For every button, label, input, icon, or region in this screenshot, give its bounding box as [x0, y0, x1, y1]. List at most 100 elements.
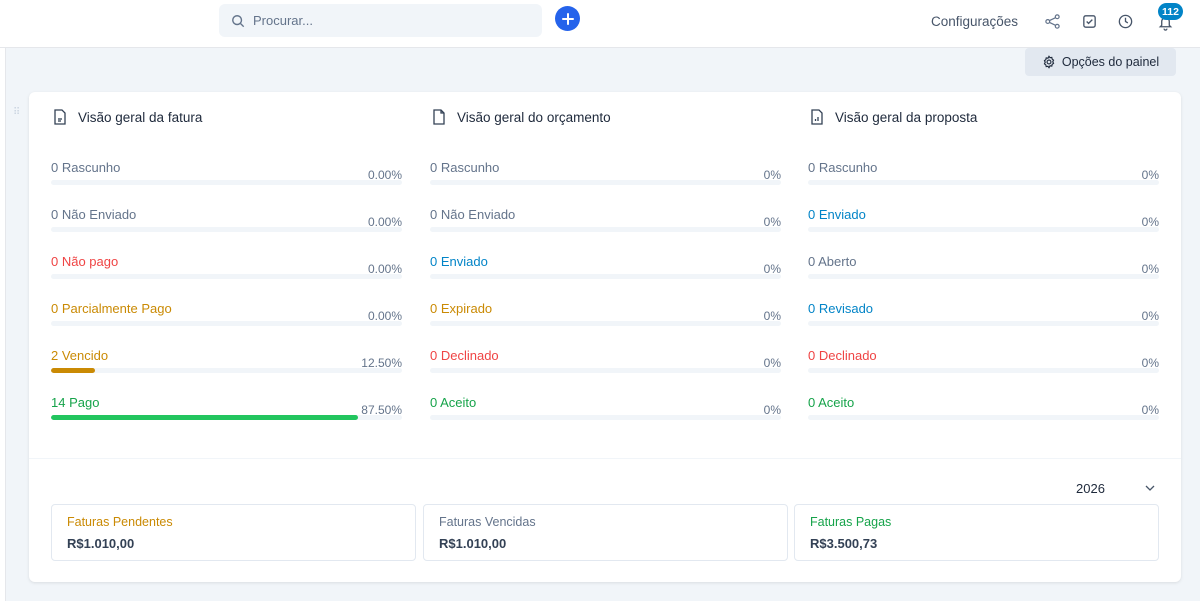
status-percent: 0% — [1141, 168, 1159, 182]
status-label: 0 Aceito — [430, 395, 477, 410]
status-label: 0 Revisado — [808, 301, 874, 316]
stat-card-paid: Faturas Pagas R$3.500,73 — [794, 504, 1159, 561]
estimate-overview-header: Visão geral do orçamento — [430, 108, 611, 126]
progress-bar — [51, 368, 402, 373]
progress-fill — [51, 415, 359, 420]
status-label: 14 Pago — [51, 395, 100, 410]
status-row[interactable]: 0 Enviado 0% — [808, 207, 1159, 254]
status-row[interactable]: 0 Rascunho 0.00% — [51, 160, 402, 207]
progress-bar — [808, 415, 1159, 420]
status-row[interactable]: 0 Rascunho 0% — [430, 160, 781, 207]
plus-icon — [561, 12, 574, 25]
status-label: 0 Aceito — [808, 395, 855, 410]
progress-bar — [51, 274, 402, 279]
progress-bar — [430, 368, 781, 373]
dashboard-options-label: Opções do painel — [1061, 55, 1160, 69]
status-row[interactable]: 0 Enviado 0% — [430, 254, 781, 301]
checkbox-icon — [1082, 14, 1096, 28]
status-row[interactable]: 2 Vencido 12.50% — [51, 348, 402, 395]
progress-fill — [51, 368, 95, 373]
status-label: 0 Parcialmente Pago — [51, 301, 172, 316]
status-row[interactable]: 0 Declinado 0% — [430, 348, 781, 395]
search-input[interactable] — [253, 13, 533, 28]
status-row[interactable]: 0 Rascunho 0% — [808, 160, 1159, 207]
stat-card-overdue: Faturas Vencidas R$1.010,00 — [423, 504, 788, 561]
progress-bar — [808, 274, 1159, 279]
status-percent: 0.00% — [367, 168, 402, 182]
invoice-overview-title: Visão geral da fatura — [78, 109, 203, 125]
quick-add-button[interactable] — [555, 6, 580, 31]
status-percent: 12.50% — [361, 356, 402, 370]
progress-bar — [808, 227, 1159, 232]
status-percent: 0.00% — [367, 309, 402, 323]
progress-bar — [808, 321, 1159, 326]
stat-title: Faturas Vencidas — [439, 515, 536, 529]
progress-bar — [430, 180, 781, 185]
estimate-icon — [433, 109, 445, 125]
status-row[interactable]: 0 Aceito 0% — [430, 395, 781, 442]
stat-value: R$1.010,00 — [67, 536, 135, 551]
invoice-overview-header: Visão geral da fatura — [51, 108, 202, 126]
sidebar-edge — [0, 48, 6, 601]
status-label: 0 Declinado — [808, 348, 877, 363]
status-percent: 0% — [763, 356, 781, 370]
stat-value: R$1.010,00 — [439, 536, 507, 551]
progress-bar — [430, 274, 781, 279]
tasks-button[interactable] — [1079, 11, 1099, 31]
status-row[interactable]: 0 Expirado 0% — [430, 301, 781, 348]
status-row[interactable]: 0 Não Enviado 0.00% — [51, 207, 402, 254]
status-row[interactable]: 0 Declinado 0% — [808, 348, 1159, 395]
status-percent: 0% — [1141, 356, 1159, 370]
status-percent: 0% — [1141, 309, 1159, 323]
progress-bar — [430, 227, 781, 232]
progress-bar — [51, 321, 402, 326]
status-row[interactable]: 0 Aberto 0% — [808, 254, 1159, 301]
status-percent: 0% — [763, 262, 781, 276]
gear-icon — [1043, 55, 1055, 69]
chevron-down-icon[interactable] — [1143, 481, 1157, 495]
status-row[interactable]: 14 Pago 87.50% — [51, 395, 402, 442]
share-button[interactable] — [1042, 11, 1062, 31]
year-select[interactable]: 2026 — [1076, 481, 1105, 496]
proposal-overview-header: Visão geral da proposta — [808, 108, 977, 126]
progress-bar — [430, 415, 781, 420]
progress-bar — [808, 180, 1159, 185]
search-box[interactable] — [219, 4, 542, 37]
clock-icon — [1118, 14, 1132, 28]
status-row[interactable]: 0 Parcialmente Pago 0.00% — [51, 301, 402, 348]
status-row[interactable]: 0 Revisado 0% — [808, 301, 1159, 348]
progress-bar — [51, 227, 402, 232]
status-label: 0 Rascunho — [430, 160, 500, 175]
status-row[interactable]: 0 Não pago 0.00% — [51, 254, 402, 301]
status-percent: 0% — [763, 403, 781, 417]
timesheet-button[interactable] — [1115, 11, 1135, 31]
status-label: 0 Enviado — [430, 254, 488, 269]
drag-handle-icon[interactable]: ⠿ — [13, 107, 20, 118]
status-label: 0 Declinado — [430, 348, 499, 363]
stat-title: Faturas Pendentes — [67, 515, 173, 529]
status-percent: 0% — [1141, 403, 1159, 417]
estimate-overview-title: Visão geral do orçamento — [457, 109, 611, 125]
notifications-count-badge: 112 — [1158, 3, 1183, 20]
section-divider — [29, 458, 1181, 459]
status-percent: 0% — [1141, 262, 1159, 276]
status-row[interactable]: 0 Não Enviado 0% — [430, 207, 781, 254]
settings-link[interactable]: Configurações — [931, 14, 1019, 29]
stat-value: R$3.500,73 — [810, 536, 878, 551]
status-percent: 0% — [763, 215, 781, 229]
status-label: 0 Aberto — [808, 254, 857, 269]
status-label: 0 Rascunho — [51, 160, 121, 175]
share-icon — [1044, 13, 1060, 29]
status-label: 0 Enviado — [808, 207, 866, 222]
status-label: 0 Expirado — [430, 301, 493, 316]
status-percent: 0% — [763, 309, 781, 323]
progress-bar — [51, 180, 402, 185]
status-percent: 0% — [1141, 215, 1159, 229]
stat-card-pending: Faturas Pendentes R$1.010,00 — [51, 504, 416, 561]
status-row[interactable]: 0 Aceito 0% — [808, 395, 1159, 442]
status-label: 0 Não pago — [51, 254, 119, 269]
top-bar: Configurações 112 — [0, 0, 1200, 48]
dashboard-options-button[interactable]: Opções do painel — [1025, 48, 1176, 76]
status-percent: 0.00% — [367, 262, 402, 276]
progress-bar — [808, 368, 1159, 373]
